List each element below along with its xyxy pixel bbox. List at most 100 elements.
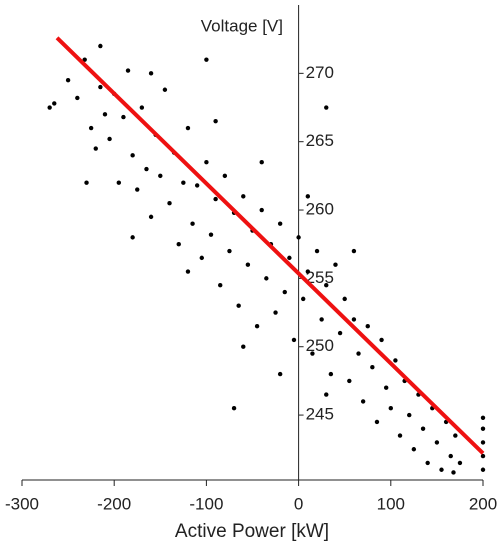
- point: [218, 283, 223, 288]
- x-axis-label: Active Power [kW]: [175, 521, 329, 542]
- point: [139, 105, 145, 110]
- point: [98, 84, 103, 90]
- point: [121, 114, 126, 120]
- point: [305, 269, 311, 274]
- point: [241, 344, 246, 349]
- point: [296, 235, 301, 240]
- point: [351, 317, 357, 322]
- point: [407, 412, 412, 418]
- point: [190, 221, 195, 226]
- point: [241, 194, 246, 199]
- point: [287, 255, 292, 261]
- point: [144, 166, 149, 172]
- point: [107, 136, 112, 142]
- y-tick-label: 250: [306, 336, 334, 355]
- x-tick-label: -100: [189, 494, 223, 513]
- point: [314, 248, 320, 254]
- point: [47, 105, 52, 110]
- point: [245, 262, 251, 267]
- point: [116, 180, 122, 185]
- point: [480, 453, 486, 459]
- point: [360, 399, 366, 404]
- point: [383, 385, 389, 390]
- point: [82, 57, 87, 62]
- point: [282, 289, 287, 295]
- point: [434, 440, 440, 445]
- point: [213, 196, 218, 202]
- point: [102, 112, 108, 117]
- point: [98, 43, 103, 49]
- point: [480, 415, 486, 421]
- point: [194, 183, 200, 188]
- point: [480, 426, 486, 431]
- point: [411, 447, 417, 452]
- point: [480, 467, 486, 472]
- point: [259, 159, 264, 165]
- point: [420, 426, 426, 431]
- point: [333, 262, 338, 267]
- point: [199, 255, 204, 261]
- point: [425, 460, 430, 466]
- point: [324, 105, 329, 110]
- point: [451, 470, 456, 475]
- point: [236, 303, 241, 308]
- point: [158, 173, 163, 179]
- point: [148, 71, 154, 76]
- point: [135, 187, 140, 192]
- point: [185, 269, 191, 274]
- x-tick-label: 0: [294, 494, 303, 513]
- point: [93, 146, 98, 151]
- x-tick-label: 100: [377, 494, 405, 513]
- point: [273, 310, 278, 315]
- y-tick-label: 255: [306, 268, 334, 287]
- point: [125, 68, 131, 73]
- fit-line: [55, 36, 485, 455]
- point: [457, 460, 463, 466]
- point: [264, 276, 269, 281]
- point: [305, 194, 311, 199]
- point: [84, 180, 89, 185]
- point: [370, 365, 375, 370]
- point: [388, 406, 393, 411]
- point: [365, 324, 370, 329]
- point: [347, 378, 352, 384]
- point: [88, 125, 94, 131]
- point: [319, 317, 324, 322]
- point: [277, 371, 283, 377]
- point: [176, 242, 181, 247]
- point: [185, 125, 191, 131]
- point: [208, 232, 214, 237]
- point: [259, 207, 264, 213]
- point: [222, 173, 228, 179]
- point: [231, 406, 237, 411]
- point: [130, 235, 135, 240]
- point: [310, 351, 315, 356]
- point: [379, 337, 384, 343]
- point: [324, 283, 329, 288]
- point: [204, 159, 209, 165]
- point: [167, 201, 172, 206]
- point: [162, 87, 168, 92]
- point: [148, 214, 154, 220]
- point: [480, 440, 486, 445]
- point: [448, 453, 453, 459]
- x-tick-label: -200: [97, 494, 131, 513]
- y-tick-label: 270: [306, 63, 334, 82]
- y-tick-label: 260: [306, 200, 334, 219]
- point: [453, 433, 458, 438]
- point: [393, 358, 398, 363]
- point: [397, 433, 403, 438]
- point: [439, 467, 444, 472]
- point: [227, 248, 232, 254]
- point: [181, 180, 186, 185]
- point: [204, 57, 209, 62]
- point: [291, 337, 297, 343]
- point: [254, 324, 260, 329]
- point: [328, 371, 334, 377]
- point: [301, 296, 306, 302]
- point: [75, 95, 80, 101]
- x-tick-label: -300: [5, 494, 39, 513]
- y-tick-label: 245: [306, 405, 334, 424]
- point: [374, 419, 380, 425]
